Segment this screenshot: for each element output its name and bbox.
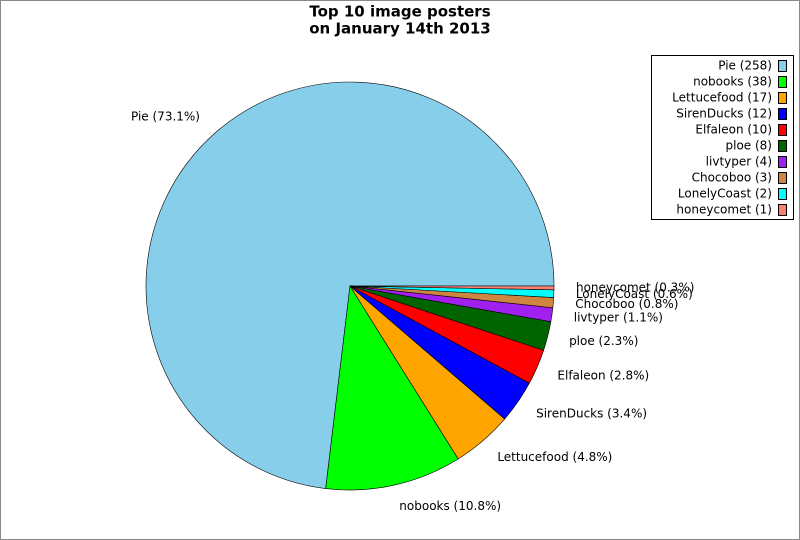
legend-label: ploe (8)	[726, 139, 773, 153]
slice-label: nobooks (10.8%)	[399, 499, 501, 513]
slice-label: LonelyCoast (0.6%)	[576, 287, 693, 301]
slice-label: Elfaleon (2.8%)	[557, 368, 649, 382]
slice-label: Chocoboo (0.8%)	[575, 297, 678, 311]
pie-slice	[145, 81, 555, 489]
legend-swatch	[778, 188, 787, 200]
slice-label: Pie (73.1%)	[131, 109, 200, 123]
chart-title: Top 10 image posters	[309, 3, 490, 21]
legend-swatch	[778, 172, 787, 184]
legend-swatch	[778, 156, 787, 168]
legend-swatch	[778, 76, 787, 88]
slice-label: livtyper (1.1%)	[574, 310, 663, 324]
legend-label: honeycomet (1)	[676, 203, 772, 217]
legend-swatch	[778, 92, 787, 104]
legend-swatch	[778, 204, 787, 216]
slice-label: honeycomet (0.3%)	[576, 281, 694, 295]
legend-label: nobooks (38)	[693, 75, 772, 89]
legend-swatch	[778, 60, 787, 72]
legend-label: Elfaleon (10)	[695, 123, 772, 137]
chart-subtitle: on January 14th 2013	[309, 20, 490, 38]
legend-label: LonelyCoast (2)	[678, 187, 772, 201]
legend-label: livtyper (4)	[706, 155, 772, 169]
pie-slice	[325, 285, 459, 491]
legend-box	[651, 55, 794, 220]
slice-label: Lettucefood (4.8%)	[497, 450, 612, 464]
legend-label: SirenDucks (12)	[676, 107, 772, 121]
legend-swatch	[778, 124, 787, 136]
legend-swatch	[778, 140, 787, 152]
legend-label: Lettucefood (17)	[672, 91, 772, 105]
slice-label: ploe (2.3%)	[569, 334, 638, 348]
legend-swatch	[778, 108, 787, 120]
legend-label: Chocoboo (3)	[692, 171, 772, 185]
pie-slice	[349, 285, 555, 291]
slice-label: SirenDucks (3.4%)	[536, 407, 647, 421]
legend-label: Pie (258)	[718, 59, 772, 73]
